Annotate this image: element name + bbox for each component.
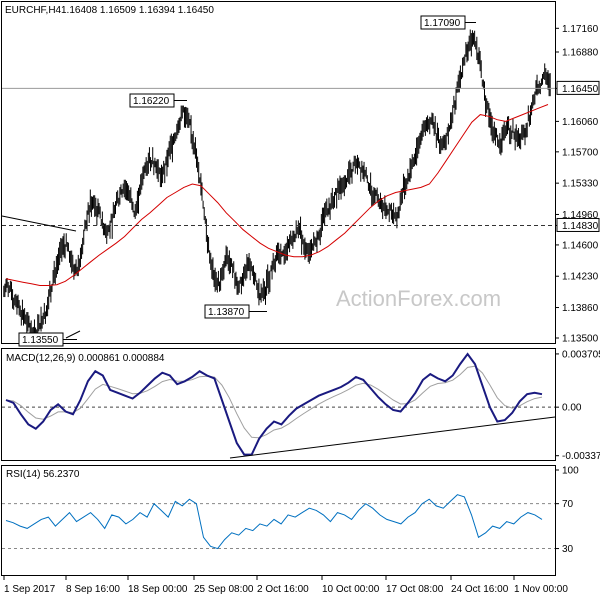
price-tick-label: 1.14600: [562, 240, 599, 251]
rsi-tick-label: 70: [562, 499, 574, 510]
price-tick-label: 1.16060: [562, 117, 599, 128]
level-annotation-label: 1.13550: [22, 335, 59, 346]
rsi-panel: 100 70 30: [2, 466, 579, 555]
rsi-tick-label: 100: [562, 466, 579, 477]
price-tick-label: 1.15700: [562, 147, 599, 158]
price-tick-label: 1.16450: [562, 84, 599, 95]
price-reference-lines: [1, 87, 555, 339]
macd-tick-label: 0.003705: [562, 349, 600, 360]
time-tick-label: 1 Sep 2017: [4, 584, 56, 595]
price-tick-label: 1.14960: [562, 210, 599, 221]
ohlc-label: 1.16408 1.16509 1.16394 1.16450: [61, 5, 214, 16]
price-bars: [3, 29, 551, 343]
time-axis: 1 Sep 2017 8 Sep 16:00 18 Sep 00:00 25 Sep …: [3, 576, 568, 595]
macd-panel-frame: [1, 348, 556, 461]
time-tick-label: 18 Sep 00:00: [128, 584, 188, 595]
price-tick-box: [556, 217, 600, 232]
level-annotation-label: 1.16220: [133, 96, 170, 107]
macd-signal-line: [5, 365, 543, 439]
time-tick-label: 2 Oct 16:00: [257, 584, 309, 595]
price-tick-label: 1.13500: [562, 334, 599, 345]
time-tick-label: 24 Oct 16:00: [451, 584, 509, 595]
price-tick-label: 1.17160: [562, 24, 599, 35]
trend-line-upper: [1, 215, 77, 232]
rsi-tick-label: 30: [562, 544, 574, 555]
rsi-panel-frame: [1, 465, 556, 576]
time-tick-label: 10 Oct 00:00: [322, 584, 380, 595]
price-panel-frame: [1, 1, 556, 344]
price-tick-label: 1.16880: [562, 48, 599, 59]
symbol-label: EURCHF,H4: [5, 5, 62, 16]
trend-line-lower: [65, 330, 81, 339]
price-tick-label: 1.14230: [562, 272, 599, 283]
macd-line: [5, 352, 543, 456]
time-tick-label: 8 Sep 16:00: [66, 584, 120, 595]
level-annotation-label: 1.13870: [208, 307, 245, 318]
price-tick-box: [556, 80, 600, 95]
time-tick-label: 1 Nov 00:00: [514, 584, 568, 595]
price-tick-label: 1.15330: [562, 179, 599, 190]
price-axis: 1.17160 1.16880 1.16450 1.16060 1.15700 1.153…: [555, 24, 600, 345]
rsi-line: [5, 494, 543, 550]
macd-tick-label: 0.00: [562, 403, 582, 414]
panel-frames: [1, 1, 556, 576]
rsi-title: RSI(14) 56.2370: [6, 469, 80, 480]
watermark: ActionForex.com: [336, 286, 501, 311]
price-moving-average: [5, 104, 549, 286]
price-annotations: 1.13550 1.16220 1.13870 1.17090: [18, 15, 476, 347]
macd-trend-line: [229, 416, 556, 459]
macd-panel: 0.003705 0.00 -0.003379: [2, 349, 600, 462]
time-tick-label: 25 Sep 08:00: [194, 584, 254, 595]
level-annotation-label: 1.17090: [424, 18, 461, 29]
price-tick-label: 1.13860: [562, 303, 599, 314]
moving-average-line: [5, 104, 549, 286]
price-tick-label: 1.14830: [562, 221, 599, 232]
macd-title: MACD(12,26,9) 0.000861 0.000884: [6, 353, 165, 364]
macd-tick-label: -0.003379: [562, 451, 600, 462]
time-tick-label: 17 Oct 08:00: [386, 584, 444, 595]
